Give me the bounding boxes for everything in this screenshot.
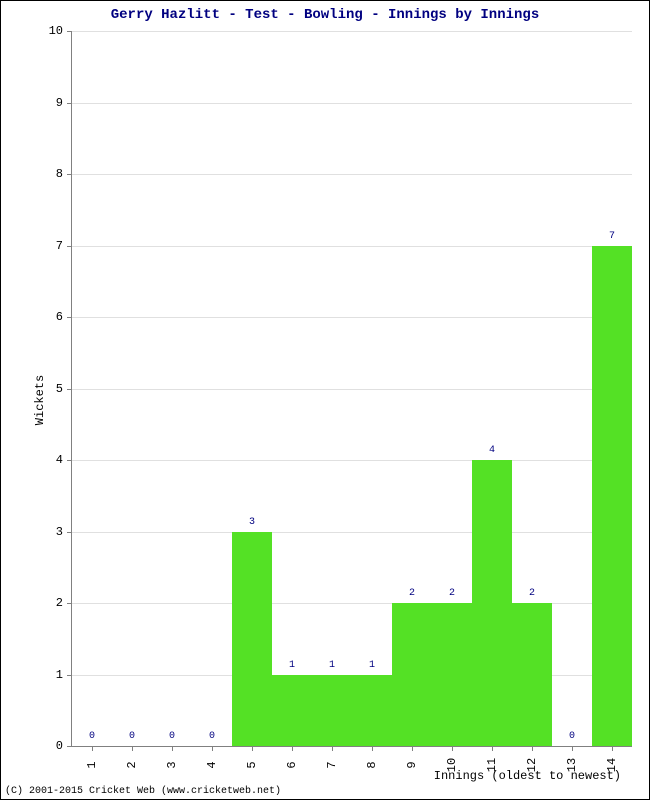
ytick-mark: [67, 460, 72, 461]
bar: [592, 246, 632, 747]
ytick-label: 4: [33, 453, 63, 467]
ytick-label: 0: [33, 739, 63, 753]
bar: [472, 460, 512, 746]
x-axis-label: Innings (oldest to newest): [434, 769, 621, 783]
ytick-mark: [67, 31, 72, 32]
xtick-mark: [572, 746, 573, 751]
xtick-mark: [532, 746, 533, 751]
bar-value-label: 2: [529, 588, 535, 599]
bar-value-label: 7: [609, 231, 615, 242]
bar-value-label: 0: [209, 731, 215, 742]
bar-value-label: 2: [449, 588, 455, 599]
xtick-mark: [92, 746, 93, 751]
ytick-mark: [67, 675, 72, 676]
bar: [232, 532, 272, 747]
gridline: [72, 246, 632, 247]
ytick-mark: [67, 246, 72, 247]
gridline: [72, 460, 632, 461]
bar: [352, 675, 392, 747]
xtick-label: 2: [125, 755, 139, 775]
xtick-mark: [332, 746, 333, 751]
gridline: [72, 317, 632, 318]
ytick-label: 2: [33, 596, 63, 610]
bar: [312, 675, 352, 747]
bar-value-label: 0: [89, 731, 95, 742]
ytick-label: 3: [33, 525, 63, 539]
bar-value-label: 2: [409, 588, 415, 599]
bar-value-label: 1: [369, 660, 375, 671]
plot-area: 010203043516171829210411212013714: [71, 31, 632, 747]
bar: [512, 603, 552, 746]
gridline: [72, 532, 632, 533]
gridline: [72, 31, 632, 32]
bar-value-label: 3: [249, 517, 255, 528]
ytick-mark: [67, 532, 72, 533]
chart-container: Gerry Hazlitt - Test - Bowling - Innings…: [0, 0, 650, 800]
bar-value-label: 0: [169, 731, 175, 742]
ytick-mark: [67, 603, 72, 604]
ytick-mark: [67, 103, 72, 104]
ytick-label: 5: [33, 382, 63, 396]
xtick-label: 5: [245, 755, 259, 775]
xtick-label: 4: [205, 755, 219, 775]
bar-value-label: 0: [569, 731, 575, 742]
ytick-mark: [67, 174, 72, 175]
xtick-label: 7: [325, 755, 339, 775]
ytick-label: 8: [33, 167, 63, 181]
ytick-mark: [67, 389, 72, 390]
xtick-label: 1: [85, 755, 99, 775]
ytick-label: 7: [33, 239, 63, 253]
bar: [392, 603, 432, 746]
ytick-label: 6: [33, 310, 63, 324]
bar-value-label: 4: [489, 445, 495, 456]
bar: [272, 675, 312, 747]
bar-value-label: 1: [289, 660, 295, 671]
bar: [432, 603, 472, 746]
chart-title: Gerry Hazlitt - Test - Bowling - Innings…: [1, 7, 649, 23]
ytick-mark: [67, 317, 72, 318]
bar-value-label: 0: [129, 731, 135, 742]
xtick-mark: [452, 746, 453, 751]
xtick-mark: [212, 746, 213, 751]
ytick-label: 10: [33, 24, 63, 38]
xtick-mark: [132, 746, 133, 751]
xtick-mark: [612, 746, 613, 751]
ytick-label: 9: [33, 96, 63, 110]
ytick-mark: [67, 746, 72, 747]
bar-value-label: 1: [329, 660, 335, 671]
gridline: [72, 389, 632, 390]
xtick-mark: [372, 746, 373, 751]
xtick-mark: [172, 746, 173, 751]
copyright-text: (C) 2001-2015 Cricket Web (www.cricketwe…: [5, 786, 281, 797]
xtick-mark: [252, 746, 253, 751]
xtick-mark: [492, 746, 493, 751]
xtick-label: 9: [405, 755, 419, 775]
xtick-label: 3: [165, 755, 179, 775]
xtick-label: 6: [285, 755, 299, 775]
xtick-mark: [292, 746, 293, 751]
xtick-label: 8: [365, 755, 379, 775]
gridline: [72, 103, 632, 104]
ytick-label: 1: [33, 668, 63, 682]
xtick-mark: [412, 746, 413, 751]
gridline: [72, 174, 632, 175]
